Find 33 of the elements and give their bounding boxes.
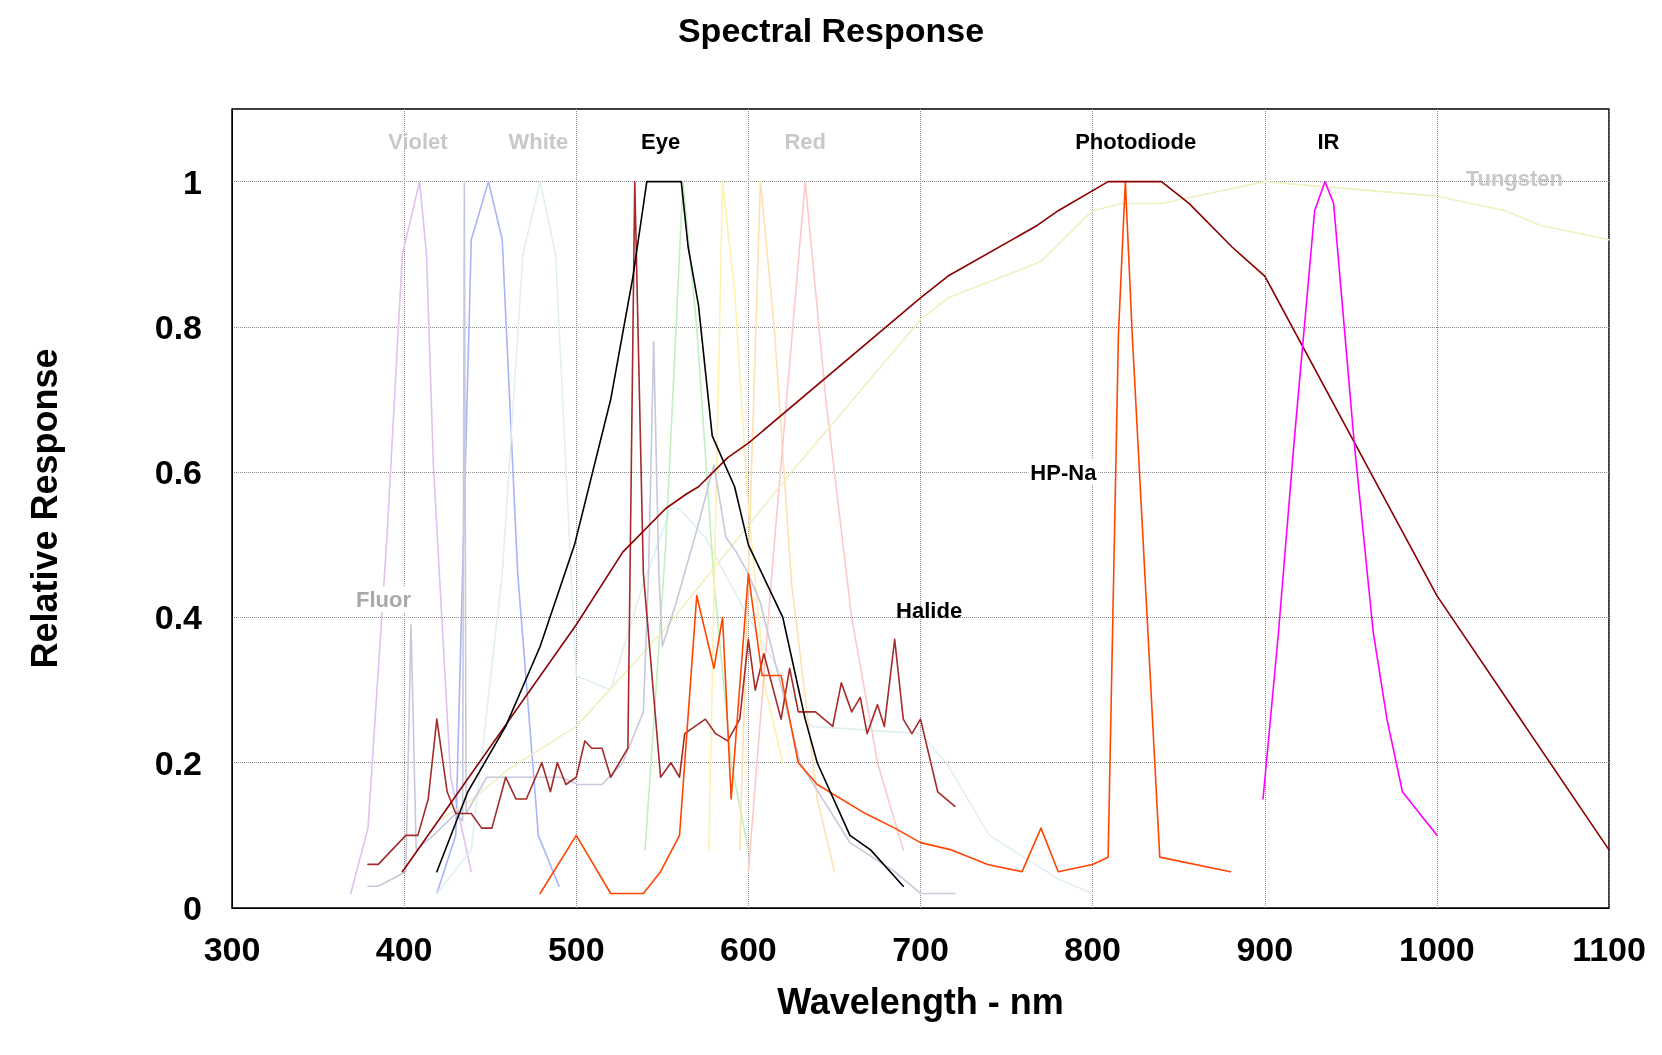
annotation: Violet <box>388 129 449 155</box>
annotation: Fluor <box>355 586 412 612</box>
annotation: Photodiode <box>1075 129 1197 155</box>
line-series <box>644 180 750 851</box>
x-axis-title: Wavelength - nm <box>777 980 1064 1022</box>
chart-title: Spectral Response <box>677 11 985 49</box>
x-tick-label: 900 <box>1236 930 1294 968</box>
x-tick-label: 1000 <box>1399 930 1475 968</box>
x-tick-label: 800 <box>1064 930 1121 968</box>
annotation: IR <box>1317 129 1340 155</box>
annotation: Halide <box>896 597 963 623</box>
y-tick-label: 0.8 <box>154 307 202 346</box>
line-series <box>738 180 836 873</box>
line-series <box>707 180 784 851</box>
x-tick-label: 600 <box>720 930 777 968</box>
y-axis-title: Relative Response <box>23 348 65 669</box>
line-series <box>1262 180 1438 837</box>
x-tick-label: 700 <box>892 930 949 968</box>
annotation: Tungsten <box>1465 165 1564 191</box>
y-tick-label: 0.2 <box>154 743 202 782</box>
x-tick-label: 400 <box>375 930 433 968</box>
x-tick-label: 300 <box>203 930 261 968</box>
annotation: Eye <box>641 129 681 155</box>
x-tick-label: 500 <box>547 930 605 968</box>
y-tick-label: 0.6 <box>154 453 202 492</box>
line-series <box>436 180 560 895</box>
y-tick-label: 0 <box>183 889 202 927</box>
y-tick-label: 1 <box>183 162 202 201</box>
y-tick-label: 0.4 <box>154 598 203 637</box>
line-series <box>539 180 1232 895</box>
annotation: HP-Na <box>1030 459 1098 485</box>
line-series <box>349 180 473 895</box>
x-tick-label: 1100 <box>1572 930 1646 968</box>
